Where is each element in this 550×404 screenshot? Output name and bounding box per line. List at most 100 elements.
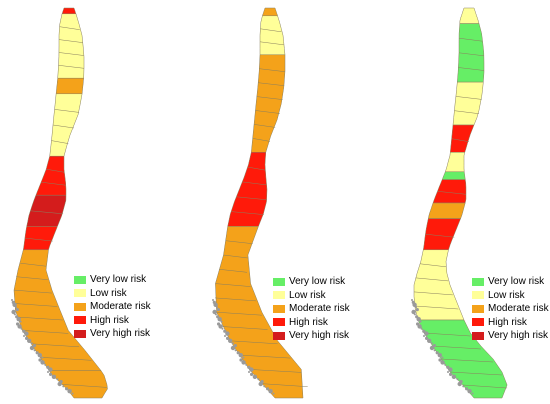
legend-item: Very low risk: [472, 275, 549, 289]
legend-label: Moderate risk: [289, 303, 350, 315]
legend-label: Very high risk: [90, 328, 151, 340]
legend-swatch: [472, 304, 484, 313]
coastal-island: [212, 299, 214, 301]
coastal-island: [268, 389, 273, 394]
coastal-island: [29, 345, 35, 351]
coastal-island: [257, 378, 260, 381]
coastal-island: [239, 358, 243, 362]
coastal-island: [48, 367, 53, 372]
coastal-island: [226, 336, 230, 340]
region-border: [40, 357, 92, 361]
region-border: [230, 340, 278, 345]
coastal-island: [250, 372, 254, 376]
region-border: [221, 326, 268, 330]
coastal-island: [216, 306, 218, 309]
coastal-island: [220, 320, 223, 323]
coastal-island: [411, 309, 416, 315]
region-border: [415, 277, 449, 282]
coastal-island: [430, 342, 433, 345]
legend-item: Low risk: [472, 289, 549, 303]
coastal-island: [15, 308, 19, 312]
coastal-island: [218, 324, 223, 329]
coastal-island: [258, 381, 263, 387]
coastal-island: [223, 329, 227, 333]
region-border: [413, 291, 453, 296]
chile-risk-map-2: [212, 7, 308, 399]
map-legend-1: Very low risk Low risk Moderate risk High r…: [74, 273, 151, 341]
coastal-island: [233, 344, 237, 348]
coastal-island: [35, 351, 39, 355]
coastal-island: [41, 356, 44, 359]
region-border: [449, 371, 503, 376]
region-border: [16, 276, 48, 280]
coastal-island: [51, 374, 57, 379]
legend-item: Low risk: [273, 289, 350, 303]
coastal-island: [438, 358, 442, 362]
region-band: [262, 7, 278, 17]
coastal-island: [451, 374, 457, 379]
legend-item: High risk: [273, 316, 350, 330]
coastal-island: [234, 349, 237, 352]
region-band: [413, 249, 465, 321]
legend-item: Very high risk: [472, 329, 549, 343]
legend-swatch: [74, 302, 86, 311]
legend-label: High risk: [90, 314, 129, 326]
coastal-island: [433, 349, 436, 352]
region-border: [255, 110, 280, 114]
legend-swatch: [74, 316, 86, 325]
coastal-island: [420, 327, 423, 330]
region-band: [61, 7, 77, 15]
coastal-island: [228, 338, 233, 343]
region-band: [227, 152, 268, 227]
region-band: [441, 171, 466, 180]
region-border: [231, 211, 264, 215]
region-band: [427, 202, 466, 219]
legend-swatch: [74, 289, 86, 298]
region-border: [259, 41, 284, 46]
region-border: [24, 237, 53, 242]
region-band: [35, 155, 67, 196]
legend-item: High risk: [472, 316, 549, 330]
legend-label: Low risk: [289, 289, 326, 301]
region-border: [441, 358, 494, 363]
region-border: [256, 96, 283, 100]
region-border: [458, 37, 483, 42]
region-border: [249, 369, 302, 373]
region-border: [214, 297, 257, 302]
region-band: [251, 54, 286, 153]
coastal-island: [56, 378, 59, 381]
coastal-island: [11, 299, 13, 301]
legend-item: Very high risk: [74, 327, 151, 341]
coastal-island: [417, 324, 422, 329]
legend-item: Very high risk: [273, 329, 350, 343]
legend-item: Moderate risk: [472, 302, 549, 316]
coastal-island: [57, 381, 62, 387]
region-border: [20, 262, 47, 267]
region-band: [452, 81, 484, 126]
region-border: [260, 28, 282, 33]
region-border: [239, 354, 291, 359]
region-border: [14, 303, 58, 307]
legend-swatch: [472, 318, 484, 327]
coastal-island: [412, 302, 417, 307]
coastal-island: [416, 317, 421, 322]
coastal-island: [24, 331, 29, 336]
legend-label: High risk: [289, 316, 328, 328]
coastal-island: [457, 381, 462, 387]
coastal-island: [225, 331, 230, 336]
legend-item: Moderate risk: [273, 302, 350, 316]
region-border: [219, 269, 248, 273]
coastal-island: [22, 329, 26, 333]
coastal-island: [446, 365, 450, 369]
region-border: [258, 82, 285, 86]
region-band: [259, 15, 286, 56]
coastal-island: [30, 342, 33, 345]
region-border: [252, 138, 271, 142]
coastal-island: [49, 372, 53, 376]
coastal-island: [456, 378, 459, 381]
legend-label: Very low risk: [90, 274, 147, 286]
coastal-island: [216, 308, 220, 312]
coastal-island: [238, 353, 243, 358]
chile-risk-map-1: [11, 7, 108, 399]
coastal-island: [221, 327, 224, 330]
